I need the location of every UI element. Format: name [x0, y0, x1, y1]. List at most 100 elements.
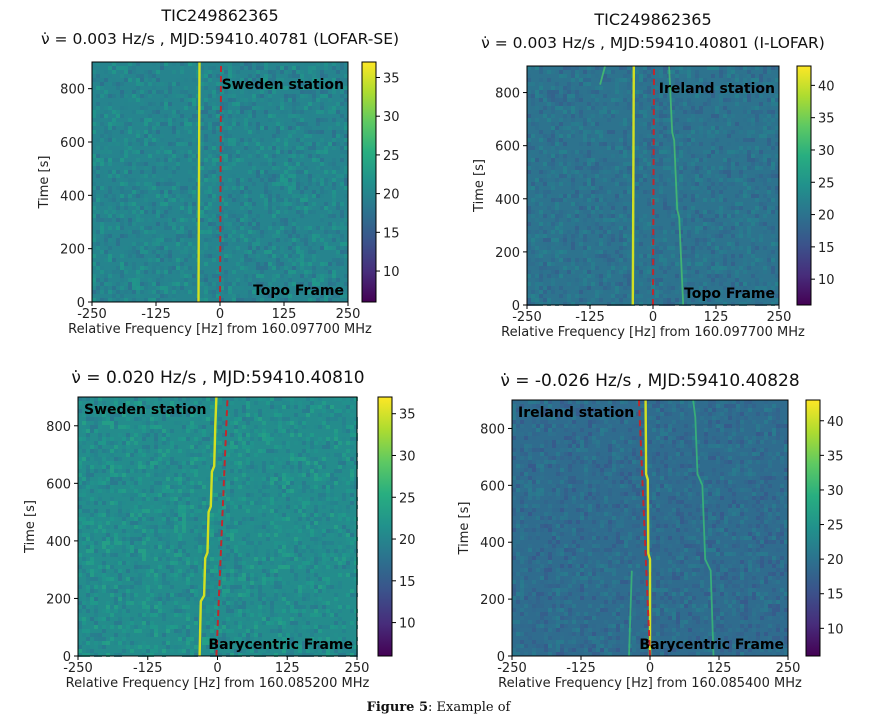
panel-bottom-left: ν̇ = 0.020 Hz/s , MJD:59410.40810 Sweden … — [23, 368, 416, 691]
x-tick-label: -125 — [133, 661, 163, 676]
y-tick-label: 200 — [495, 246, 520, 261]
y-tick-label: 800 — [480, 422, 505, 437]
y-axis-label: Time [s] — [23, 500, 38, 554]
y-tick-label: 400 — [495, 193, 520, 208]
caption-separator: : — [428, 700, 437, 715]
y-tick-label: 0 — [497, 650, 505, 665]
y-tick-label: 0 — [63, 650, 71, 665]
panel-top-right: TIC249862365 ν̇ = 0.003 Hz/s , MJD:59410.… — [472, 10, 835, 340]
frame-label: Topo Frame — [684, 286, 775, 302]
y-axis-label: Time [s] — [37, 156, 52, 210]
y-tick-label: 800 — [46, 420, 71, 435]
colorbar-tick-label: 40 — [818, 79, 835, 94]
x-tick-label: 125 — [275, 661, 300, 676]
colorbar-tick-label: 30 — [399, 449, 416, 464]
x-tick-label: 0 — [213, 661, 221, 676]
colorbar-tick-label: 10 — [383, 265, 400, 280]
colorbar-tick-label: 40 — [827, 415, 844, 430]
faint-signal-track-0 — [692, 399, 715, 657]
colorbar-tick-label: 25 — [399, 491, 416, 506]
x-axis-label: Relative Frequency [Hz] from 160.097700 … — [501, 325, 805, 340]
x-tick-label: 125 — [272, 307, 297, 322]
reference-dashed-line — [219, 61, 223, 303]
y-tick-label: 0 — [512, 299, 520, 314]
x-tick-label: 125 — [707, 661, 732, 676]
colorbar — [361, 61, 377, 303]
colorbar-tick-label: 15 — [383, 226, 400, 241]
colorbar-tick-label: 30 — [818, 144, 835, 159]
signal-track — [631, 65, 635, 306]
x-tick-label: -250 — [77, 307, 107, 322]
heatmap-noise — [78, 397, 358, 657]
frame-label: Topo Frame — [253, 283, 344, 299]
chart-subtitle: ν̇ = -0.026 Hz/s , MJD:59410.40828 — [500, 371, 799, 391]
frame-label: Barycentric Frame — [639, 637, 784, 653]
caption-label: Figure 5 — [366, 700, 429, 715]
y-tick-label: 600 — [60, 136, 85, 151]
colorbar-tick-label: 10 — [399, 617, 416, 632]
colorbar-tick-label: 25 — [818, 176, 835, 191]
x-tick-label: 0 — [216, 307, 224, 322]
colorbar-tick-label: 20 — [383, 188, 400, 203]
colorbar-tick-label: 35 — [399, 408, 416, 423]
station-label: Sweden station — [222, 77, 344, 93]
colorbar-tick-label: 25 — [383, 149, 400, 164]
x-tick-label: 250 — [776, 661, 801, 676]
x-tick-label: -125 — [141, 307, 171, 322]
x-axis-label: Relative Frequency [Hz] from 160.085400 … — [498, 676, 802, 691]
colorbar-tick-label: 35 — [827, 449, 844, 464]
signal-track — [644, 399, 652, 656]
x-tick-label: 0 — [649, 310, 657, 325]
colorbar-tick-label: 25 — [827, 519, 844, 534]
station-label: Ireland station — [518, 405, 634, 421]
colorbar — [377, 396, 393, 657]
colorbar-tick-label: 10 — [818, 273, 835, 288]
reference-dashed-line — [637, 399, 651, 657]
station-label: Ireland station — [659, 81, 775, 97]
colorbar-tick-label: 20 — [827, 553, 844, 568]
figure-caption: Figure 5: Example of — [0, 700, 877, 718]
signal-track — [197, 61, 201, 303]
chart-subtitle: ν̇ = 0.003 Hz/s , MJD:59410.40801 (I-LOF… — [481, 34, 825, 52]
colorbar-tick-label: 20 — [399, 533, 416, 548]
x-axis-label: Relative Frequency [Hz] from 160.097700 … — [68, 322, 372, 337]
colorbar — [805, 399, 821, 657]
chart-title: TIC249862365 — [160, 6, 278, 25]
colorbar-tick-label: 30 — [383, 110, 400, 125]
panel-top-left: TIC249862365 ν̇ = 0.003 Hz/s , MJD:59410.… — [37, 6, 400, 337]
reference-dashed-line — [215, 396, 229, 657]
station-label: Sweden station — [84, 402, 206, 418]
signal-track — [198, 396, 218, 657]
colorbar-tick-label: 15 — [399, 575, 416, 590]
y-tick-label: 200 — [46, 592, 71, 607]
chart-subtitle: ν̇ = 0.020 Hz/s , MJD:59410.40810 — [71, 368, 364, 388]
y-tick-label: 200 — [480, 593, 505, 608]
frame-label: Barycentric Frame — [208, 637, 353, 653]
chart-subtitle: ν̇ = 0.003 Hz/s , MJD:59410.40781 (LOFAR… — [41, 30, 399, 48]
colorbar-tick-label: 20 — [818, 209, 835, 224]
faint-signal-track-1 — [628, 570, 633, 657]
y-tick-label: 400 — [46, 535, 71, 550]
caption-text: Example of — [436, 700, 511, 715]
y-tick-label: 600 — [480, 479, 505, 494]
panel-bottom-right: ν̇ = -0.026 Hz/s , MJD:59410.40828 Irelan… — [457, 371, 844, 691]
chart-title: TIC249862365 — [593, 10, 711, 29]
y-tick-label: 600 — [46, 477, 71, 492]
x-tick-label: -250 — [512, 310, 542, 325]
colorbar — [796, 65, 812, 306]
colorbar-tick-label: 35 — [383, 71, 400, 86]
x-axis-label: Relative Frequency [Hz] from 160.085200 … — [66, 676, 370, 691]
y-tick-label: 600 — [495, 140, 520, 155]
colorbar-tick-label: 35 — [818, 112, 835, 127]
y-tick-label: 800 — [495, 87, 520, 102]
x-tick-label: 250 — [767, 310, 792, 325]
colorbar-tick-label: 30 — [827, 484, 844, 499]
y-axis-label: Time [s] — [472, 159, 487, 213]
faint-signal-track-1 — [599, 65, 606, 85]
y-axis-label: Time [s] — [457, 502, 472, 556]
x-tick-label: 125 — [704, 310, 729, 325]
x-tick-label: 0 — [646, 661, 654, 676]
x-tick-label: -250 — [63, 661, 93, 676]
faint-signal-track-0 — [668, 65, 685, 306]
